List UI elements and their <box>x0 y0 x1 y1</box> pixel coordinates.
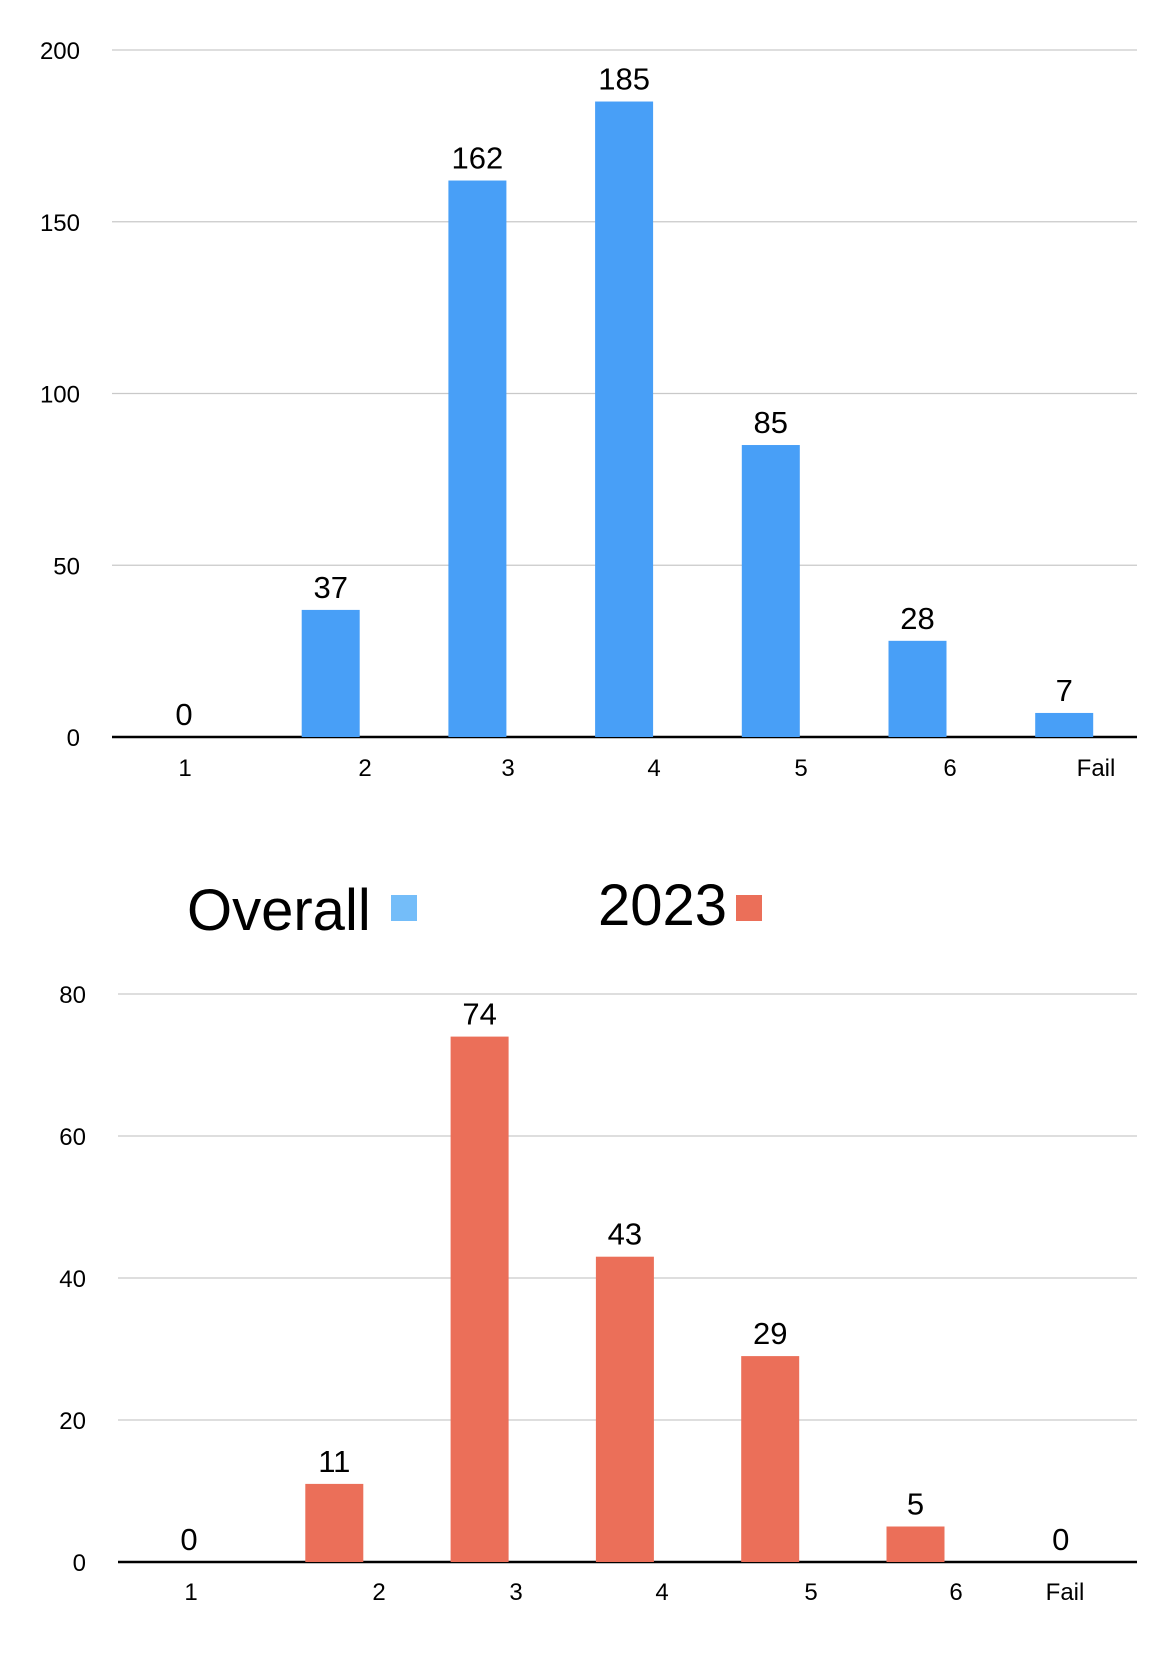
y2023-data-label-5: 29 <box>753 1316 787 1351</box>
overall-x-tick-label-1: 1 <box>178 755 191 782</box>
legend: Overall 2023 <box>187 873 762 943</box>
legend-label-overall: Overall <box>187 878 371 943</box>
overall-data-label-1: 0 <box>175 697 192 732</box>
overall-bar-4 <box>595 101 654 737</box>
y2023-x-tick-label-6: 6 <box>949 1579 962 1606</box>
legend-label-2023: 2023 <box>598 873 727 938</box>
overall-data-label-6: 28 <box>900 601 934 636</box>
y2023-x-tick-label-4: 4 <box>655 1579 668 1606</box>
overall-x-tick-label-6: 6 <box>943 755 956 782</box>
overall-bar-chart: 0 50 100 150 200 0 1 37 2 162 3 185 4 85 5 28 6 7 Fail <box>40 38 1137 782</box>
overall-x-tick-label-5: 5 <box>794 755 807 782</box>
y2023-data-label-6: 5 <box>907 1487 924 1522</box>
overall-y-tick-label-4: 200 <box>40 38 80 65</box>
legend-swatch-overall <box>391 895 417 921</box>
y2023-bar-3 <box>450 1036 509 1562</box>
overall-data-label-5: 85 <box>754 405 788 440</box>
y2023-y-tick-label-1: 20 <box>59 1408 86 1435</box>
y2023-data-label-Fail: 0 <box>1052 1522 1069 1557</box>
overall-data-label-Fail: 7 <box>1056 673 1073 708</box>
y2023-x-tick-label-5: 5 <box>804 1579 817 1606</box>
overall-y-tick-label-0: 0 <box>67 725 80 752</box>
overall-x-tick-label-3: 3 <box>501 755 514 782</box>
y2023-y-tick-label-3: 60 <box>59 1124 86 1151</box>
overall-y-tick-label-2: 100 <box>40 382 80 409</box>
y2023-x-tick-label-1: 1 <box>184 1579 197 1606</box>
y2023-y-tick-label-2: 40 <box>59 1266 86 1293</box>
overall-data-label-4: 185 <box>598 62 650 97</box>
y2023-bar-2 <box>305 1483 364 1562</box>
overall-bar-3 <box>448 180 507 737</box>
y2023-y-tick-label-4: 80 <box>59 982 86 1009</box>
overall-bar-2 <box>301 609 360 737</box>
y2023-x-tick-label-3: 3 <box>509 1579 522 1606</box>
overall-x-tick-label-Fail: Fail <box>1077 755 1116 782</box>
y2023-data-label-1: 0 <box>180 1522 197 1557</box>
y2023-bar-6 <box>886 1526 945 1562</box>
y2023-bar-4 <box>595 1256 654 1562</box>
y2023-y-tick-label-0: 0 <box>73 1550 86 1577</box>
y2023-x-tick-label-2: 2 <box>372 1579 385 1606</box>
overall-bar-6 <box>888 640 947 737</box>
y2023-data-label-2: 11 <box>318 1444 350 1479</box>
y2023-data-label-3: 74 <box>462 997 496 1032</box>
overall-x-tick-label-4: 4 <box>647 755 660 782</box>
overall-bar-Fail <box>1035 712 1094 737</box>
overall-data-label-3: 162 <box>452 141 504 176</box>
overall-data-label-2: 37 <box>313 570 347 605</box>
legend-swatch-2023 <box>736 895 762 921</box>
y2023-x-tick-label-Fail: Fail <box>1046 1579 1085 1606</box>
overall-bar-5 <box>741 445 800 737</box>
y2023-bar-5 <box>741 1356 800 1562</box>
overall-x-tick-label-2: 2 <box>358 755 371 782</box>
y2023-data-label-4: 43 <box>608 1217 642 1252</box>
overall-y-tick-label-3: 150 <box>40 210 80 237</box>
overall-y-tick-label-1: 50 <box>53 553 80 580</box>
